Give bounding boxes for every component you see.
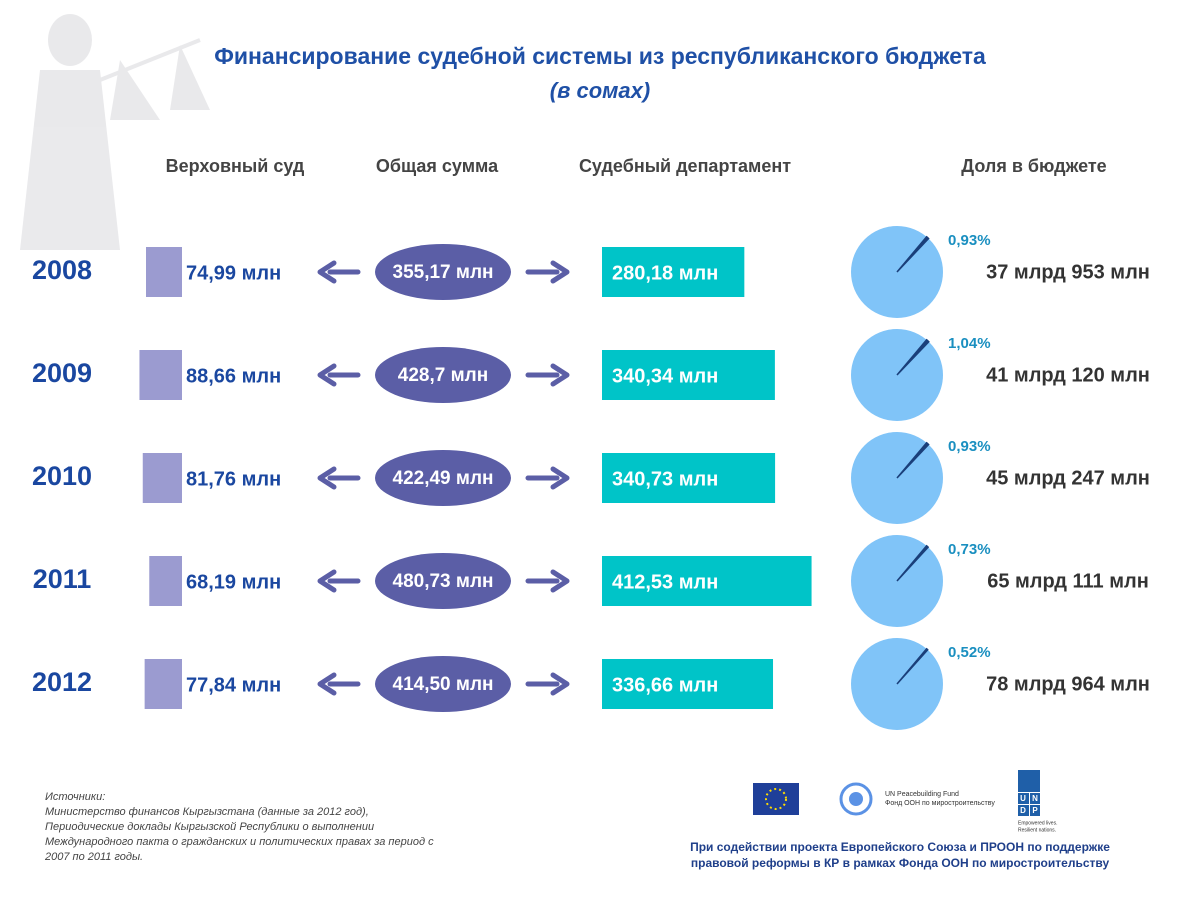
credit: правовой реформы в КР в рамках Фонда ООН… <box>691 856 1110 870</box>
logo-text: Empowered lives. <box>1018 820 1057 826</box>
supreme-court-label: 77,84 млн <box>186 674 281 696</box>
sources-line: Периодические доклады Кыргызской Республ… <box>45 821 374 833</box>
logo-text: N <box>1032 794 1038 803</box>
total-label: 480,73 млн <box>393 571 494 592</box>
column-header: Доля в бюджете <box>961 156 1106 176</box>
title: Финансирование судебной системы из респу… <box>214 43 986 69</box>
pie-slice <box>896 235 930 273</box>
share-label: 0,93% <box>948 232 991 249</box>
arrow <box>525 260 570 284</box>
arrow <box>317 569 361 593</box>
total-oval <box>375 553 511 609</box>
year: 2008 <box>32 255 92 285</box>
sources-line: Международного пакта о гражданских и пол… <box>45 836 434 848</box>
arrow <box>525 363 570 387</box>
pie-slice <box>896 441 930 479</box>
total-oval <box>375 244 511 300</box>
share-label: 1,04% <box>948 335 991 352</box>
logo-text: U <box>1020 794 1026 803</box>
total-label: 355,17 млн <box>393 262 494 283</box>
arrow <box>525 466 570 490</box>
logo-text: Фонд ООН по миростроительству <box>885 800 995 807</box>
arrow <box>317 260 361 284</box>
total-label: 422,49 млн <box>393 468 494 489</box>
department-bar <box>602 659 774 709</box>
arrow <box>317 672 361 696</box>
arrow <box>317 466 361 490</box>
pie-slice <box>896 338 930 376</box>
department-bar <box>602 453 776 503</box>
pie-slice <box>896 647 929 685</box>
logo-text: UN Peacebuilding Fund <box>885 791 959 798</box>
budget-label: 78 млрд 964 млн <box>986 673 1150 695</box>
sources-line: Министерство финансов Кыргызстана (данны… <box>45 806 369 818</box>
subtitle: (в сомах) <box>550 78 650 103</box>
sources-title: Источники: <box>45 791 105 803</box>
department-bar <box>602 556 812 606</box>
budget-label: 41 млрд 120 млн <box>986 364 1150 386</box>
year: 2011 <box>33 564 92 594</box>
department-bar <box>602 247 745 297</box>
supreme-court-label: 74,99 млн <box>186 262 281 284</box>
arrow <box>525 569 570 593</box>
logo-text: P <box>1032 806 1038 815</box>
logo-text: D <box>1020 806 1026 815</box>
year: 2010 <box>32 461 92 491</box>
supreme-court-bar <box>144 659 182 709</box>
total-oval <box>375 656 511 712</box>
logo-text: Resilient nations. <box>1018 827 1056 833</box>
share-label: 0,73% <box>948 541 991 558</box>
total-oval <box>375 450 511 506</box>
pie-slice <box>896 544 930 582</box>
supreme-court-label: 68,19 млн <box>186 571 281 593</box>
year: 2012 <box>32 667 92 697</box>
share-label: 0,93% <box>948 438 991 455</box>
supreme-court-bar <box>142 453 182 503</box>
supreme-court-label: 88,66 млн <box>186 365 281 387</box>
arrow <box>317 363 361 387</box>
supreme-court-label: 81,76 млн <box>186 468 281 490</box>
column-header: Верховный суд <box>166 156 305 176</box>
budget-label: 37 млрд 953 млн <box>986 261 1150 283</box>
column-header: Судебный департамент <box>579 156 791 176</box>
department-label: 336,66 млн <box>612 674 718 696</box>
total-label: 428,7 млн <box>398 365 488 386</box>
un-logo: UN Peacebuilding Fund Фонд ООН по мирост… <box>839 782 995 816</box>
year: 2009 <box>32 358 92 388</box>
supreme-court-bar <box>149 556 182 606</box>
undp-logo: U N D P Empowered lives. Resilient natio… <box>1018 770 1057 833</box>
credit: При содействии проекта Европейского Союз… <box>690 840 1110 854</box>
department-label: 412,53 млн <box>612 571 718 593</box>
arrow <box>525 672 570 696</box>
sources-line: 2007 по 2011 годы. <box>44 851 143 863</box>
eu-logo <box>753 783 799 815</box>
watermark <box>20 14 210 250</box>
department-label: 280,18 млн <box>612 262 718 284</box>
total-oval <box>375 347 511 403</box>
supreme-court-bar <box>146 247 182 297</box>
budget-label: 65 млрд 111 млн <box>987 570 1149 592</box>
budget-label: 45 млрд 247 млн <box>986 467 1150 489</box>
column-header: Общая сумма <box>376 156 499 176</box>
total-label: 414,50 млн <box>393 674 494 695</box>
supreme-court-bar <box>139 350 182 400</box>
share-label: 0,52% <box>948 644 991 661</box>
department-bar <box>602 350 775 400</box>
department-label: 340,34 млн <box>612 365 718 387</box>
department-label: 340,73 млн <box>612 468 718 490</box>
